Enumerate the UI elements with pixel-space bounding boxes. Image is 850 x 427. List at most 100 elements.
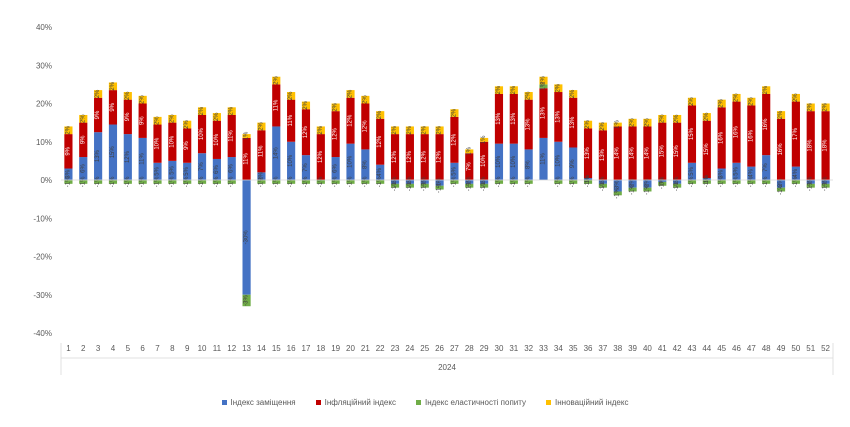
data-label: 2% <box>65 125 71 134</box>
x-tick-label: 22 <box>376 344 385 353</box>
bar-segment <box>64 180 73 184</box>
data-label: -1% <box>199 176 205 187</box>
data-label: 14% <box>273 147 279 160</box>
bar-segment <box>79 122 88 158</box>
data-label: 13% <box>511 112 517 125</box>
x-tick-label: 8 <box>170 344 175 353</box>
data-label: -1% <box>348 176 354 187</box>
bars <box>64 76 830 307</box>
data-label: 2% <box>704 112 710 121</box>
data-label: -1% <box>719 176 725 187</box>
bar-segment <box>287 141 296 180</box>
bar-segment <box>64 134 73 169</box>
x-tick-label: 14 <box>257 344 266 353</box>
bar-segment <box>420 180 429 184</box>
bar-segment <box>554 141 563 180</box>
x-tick-label: 13 <box>242 344 251 353</box>
y-axis: -40% -30% -20% -10% 0% 10% 20% 30% 40% <box>33 23 52 338</box>
bar-segment <box>747 166 756 180</box>
bar-segment <box>138 95 147 104</box>
x-tick-label: 17 <box>302 344 311 353</box>
bar-segment <box>821 183 830 188</box>
bar-segment <box>405 126 414 135</box>
bar-segment <box>168 122 177 161</box>
data-label: -1% <box>585 176 591 187</box>
bar-segment <box>390 134 400 180</box>
data-label: 12% <box>333 127 339 140</box>
bar-segment <box>212 113 221 121</box>
bar-segment <box>554 92 563 142</box>
data-label: 6% <box>80 164 86 173</box>
data-label: -30% <box>244 230 250 245</box>
bar-segment <box>628 180 637 188</box>
bar-segment <box>791 101 800 167</box>
bar-segment <box>687 180 697 184</box>
x-tick-label: 33 <box>539 344 548 353</box>
bar-segment <box>450 162 459 180</box>
x-tick-label: 7 <box>155 344 160 353</box>
data-label: -1% <box>437 177 443 188</box>
bar-segment <box>242 134 251 138</box>
bar-segment <box>702 113 711 121</box>
data-label: -1% <box>422 176 428 187</box>
bar-segment <box>64 168 73 180</box>
bar-segment <box>123 180 132 184</box>
bar-segment <box>153 124 162 163</box>
data-label: 12% <box>348 114 354 127</box>
data-label: 13% <box>496 112 502 125</box>
data-label: 13% <box>585 147 591 160</box>
x-tick-label: 51 <box>806 344 815 353</box>
data-label: 2% <box>778 110 784 119</box>
bar-segment <box>316 126 325 135</box>
data-label: -1% <box>229 176 235 187</box>
bar-segment <box>168 114 177 123</box>
bar-segment <box>539 137 548 180</box>
data-label: -1% <box>734 176 740 187</box>
bar-segment <box>613 191 622 196</box>
data-label: 13% <box>95 149 101 162</box>
legend-item: Інфляційний індекс <box>315 398 396 407</box>
data-label: 2% <box>719 98 725 107</box>
data-label: -1% <box>422 180 428 191</box>
bar-segment <box>524 149 533 180</box>
data-label: 2% <box>659 114 665 123</box>
bar-segment <box>94 180 103 184</box>
data-label: 2% <box>496 85 502 94</box>
legend-item: Індекс заміщення <box>221 398 296 407</box>
data-label: 13% <box>541 106 547 119</box>
bar-segment <box>94 97 103 133</box>
x-tick-label: 16 <box>287 344 296 353</box>
bar-segment <box>301 180 311 184</box>
bar-segment <box>702 178 711 180</box>
data-label: 15% <box>689 127 695 140</box>
bar-segment <box>123 92 132 100</box>
bar-segment <box>806 180 815 184</box>
bar-segment <box>524 180 533 184</box>
y-tick-label: 10% <box>36 138 52 147</box>
bar-segment <box>346 143 355 180</box>
data-label: 7% <box>466 162 472 171</box>
data-label: -1% <box>466 176 472 187</box>
bar-segment <box>569 147 578 180</box>
data-label: 2% <box>258 121 264 130</box>
x-tick-label: 40 <box>643 344 652 353</box>
bar-segment <box>687 105 697 163</box>
data-label: -1% <box>451 176 457 187</box>
bar-segment <box>138 103 147 138</box>
bar-segment <box>361 180 370 184</box>
x-tick-label: 45 <box>717 344 726 353</box>
bar-segment <box>64 126 73 135</box>
data-label: 15% <box>659 145 665 158</box>
data-label: 2% <box>570 89 576 98</box>
data-label: -1% <box>496 176 502 187</box>
x-tick-label: 43 <box>688 344 697 353</box>
bar-segment <box>509 180 518 184</box>
bar-segment <box>316 134 325 180</box>
bar-segment <box>405 180 414 184</box>
data-label: 5% <box>451 166 457 175</box>
bar-segment <box>821 180 830 184</box>
legend-swatch <box>221 400 227 406</box>
data-label: 9% <box>184 141 190 150</box>
data-label: -1% <box>407 180 413 191</box>
data-label: -2% <box>630 178 636 189</box>
